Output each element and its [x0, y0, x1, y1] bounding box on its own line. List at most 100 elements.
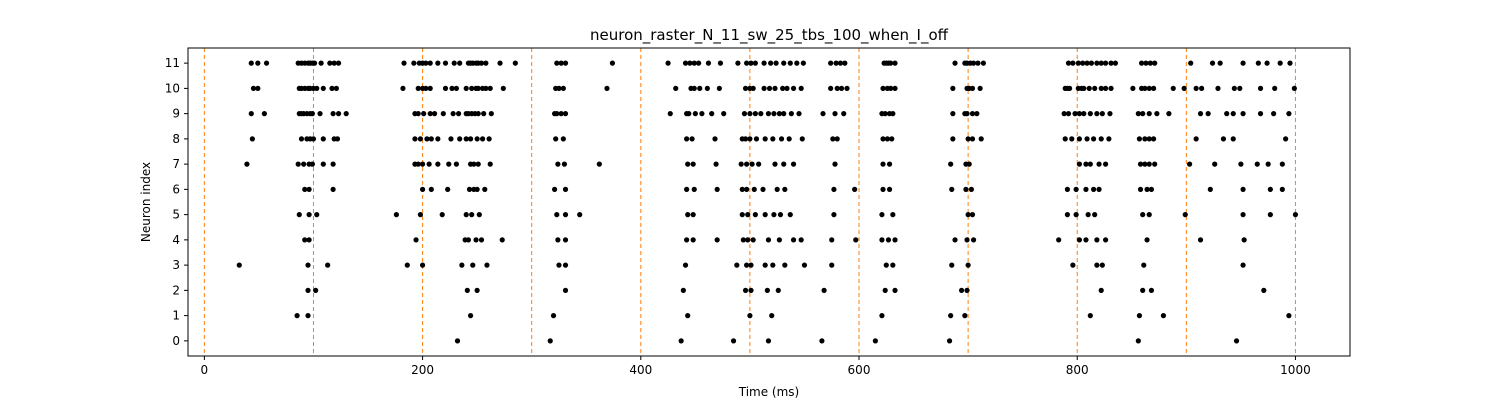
spike-point	[889, 136, 895, 142]
spike-point	[1197, 111, 1204, 117]
x-axis-title: Time (ms)	[738, 385, 800, 399]
spike-point	[562, 111, 569, 117]
spike-point	[714, 186, 720, 192]
spike-point	[1136, 136, 1143, 142]
spike-point	[455, 111, 462, 117]
spike-point	[690, 237, 696, 243]
spike-point	[1241, 237, 1247, 243]
spike-point	[1286, 313, 1292, 319]
spike-point	[331, 60, 337, 66]
spike-point	[771, 212, 777, 218]
spike-point	[1096, 186, 1102, 192]
spike-point	[1240, 60, 1246, 66]
spike-point	[1257, 111, 1264, 117]
spike-point	[329, 85, 335, 91]
spike-point	[609, 60, 616, 66]
spike-point	[884, 136, 890, 142]
spike-point	[765, 338, 772, 344]
spike-point	[782, 186, 788, 192]
spike-point	[742, 287, 749, 293]
y-tick-label: 1	[172, 309, 180, 323]
y-axis-ticks: 0 1 2 3 4 5 6 7 8 9 10 11	[165, 56, 188, 348]
spike-point	[1070, 262, 1076, 268]
spike-point	[435, 161, 441, 167]
spike-point	[770, 262, 776, 268]
spike-point	[833, 60, 839, 66]
spike-point	[556, 85, 562, 91]
spike-point	[741, 111, 748, 117]
spike-point	[1215, 85, 1221, 91]
spike-point	[488, 111, 494, 117]
spike-point	[721, 111, 727, 117]
spike-point	[512, 60, 518, 66]
spike-point	[748, 287, 754, 293]
spike-point	[980, 60, 986, 66]
spike-point	[1102, 161, 1109, 167]
spike-point	[831, 186, 837, 192]
spike-point	[401, 60, 407, 66]
spike-point	[1265, 161, 1271, 167]
spike-point	[552, 186, 558, 192]
spike-point	[684, 186, 690, 192]
spike-point	[1220, 136, 1227, 142]
spike-point	[1142, 85, 1148, 91]
spike-point	[440, 111, 446, 117]
spike-point	[1066, 85, 1073, 91]
x-tick-label: 0	[201, 363, 209, 377]
spike-point	[1231, 85, 1237, 91]
spike-point	[777, 212, 784, 218]
spike-point	[1081, 111, 1087, 117]
y-tick-label: 10	[165, 81, 180, 95]
spike-point	[412, 136, 418, 142]
x-axis-ticks: 0 200 400 600 800 1000	[201, 356, 1311, 377]
spike-point	[497, 60, 503, 66]
spike-point	[832, 111, 838, 117]
spike-point	[417, 212, 423, 218]
spike-point	[1148, 186, 1155, 192]
spike-point	[1108, 85, 1114, 91]
spike-point	[751, 186, 757, 192]
spike-point	[467, 313, 474, 319]
spike-point	[784, 85, 790, 91]
spike-point	[730, 338, 737, 344]
spike-point	[236, 262, 242, 268]
spike-point	[553, 136, 559, 142]
spike-point	[1279, 186, 1285, 192]
spike-point	[705, 60, 712, 66]
spike-point	[946, 338, 953, 344]
spike-point	[744, 161, 750, 167]
spike-point	[550, 313, 557, 319]
spike-point	[969, 85, 976, 91]
spike-point	[393, 212, 399, 218]
spike-point	[1264, 60, 1270, 66]
spike-point	[886, 186, 893, 192]
spike-point	[772, 161, 778, 167]
spike-point	[1254, 161, 1260, 167]
spike-point	[975, 60, 981, 66]
spike-point	[554, 212, 560, 218]
spike-point	[747, 313, 753, 319]
spike-point	[1092, 85, 1098, 91]
spike-point	[969, 111, 976, 117]
spike-point	[1143, 60, 1149, 66]
spike-point	[1094, 262, 1100, 268]
spike-point	[829, 237, 835, 243]
spike-point	[427, 85, 433, 91]
spike-point	[696, 60, 702, 66]
spike-point	[1199, 85, 1205, 91]
spike-point	[1102, 85, 1109, 91]
spike-point	[555, 237, 561, 243]
spike-point	[1107, 111, 1113, 117]
spike-point	[554, 60, 560, 66]
spike-point	[419, 161, 426, 167]
spike-point	[1072, 111, 1078, 117]
spike-point	[682, 262, 689, 268]
spike-point	[1237, 85, 1243, 91]
spike-point	[577, 212, 583, 218]
spike-point	[478, 237, 485, 243]
spike-point	[317, 111, 323, 117]
spike-point	[949, 262, 955, 268]
spike-point	[473, 237, 479, 243]
y-tick-label: 6	[172, 182, 180, 196]
spike-point	[318, 60, 324, 66]
